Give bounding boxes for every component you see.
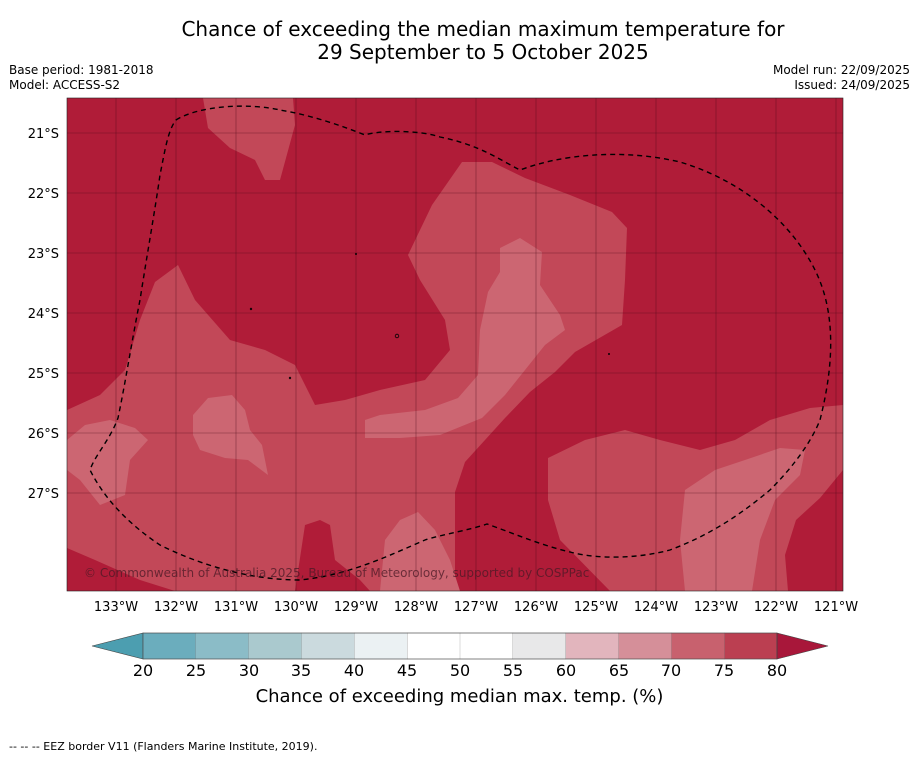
lat-label: 27°S <box>28 487 59 502</box>
colorbar-cell <box>142 632 197 660</box>
lon-label: 132°W <box>154 600 198 615</box>
meta-right: Model run: 22/09/2025 Issued: 24/09/2025 <box>773 63 910 93</box>
island-marker <box>394 333 400 339</box>
colorbar-cell <box>724 632 778 660</box>
colorbar <box>91 632 829 660</box>
eez-border <box>89 105 832 581</box>
title-line-2: 29 September to 5 October 2025 <box>317 40 649 64</box>
colorbar-tick: 70 <box>661 661 681 680</box>
band-80-patch-southwest <box>67 548 175 591</box>
colorbar-cell <box>301 632 355 660</box>
lon-label: 130°W <box>274 600 318 615</box>
colorbar-cell <box>195 632 250 660</box>
band-80-patches <box>67 520 370 591</box>
forecast-map <box>67 98 843 591</box>
colorbar-cell <box>565 632 619 660</box>
lon-label: 123°W <box>694 600 738 615</box>
colorbar-cell <box>354 632 408 660</box>
colorbar-cell <box>618 632 672 660</box>
colorbar-tick: 25 <box>186 661 206 680</box>
colorbar-label: Chance of exceeding median max. temp. (%… <box>255 686 664 707</box>
colorbar-cell <box>459 632 514 660</box>
colorbar-tick: 75 <box>714 661 734 680</box>
lat-label: 25°S <box>28 367 59 382</box>
band-75-region-top <box>203 98 295 180</box>
island-marker <box>249 307 253 311</box>
lon-label: 131°W <box>214 600 258 615</box>
island-marker <box>608 352 611 355</box>
colorbar-tick: 55 <box>503 661 523 680</box>
lat-label: 26°S <box>28 427 59 442</box>
band-75-region-main <box>67 162 627 591</box>
colorbar-tick: 60 <box>556 661 576 680</box>
meta-left: Base period: 1981-2018 Model: ACCESS-S2 <box>9 63 154 93</box>
lon-label: 122°W <box>754 600 798 615</box>
copyright-text: © Commonwealth of Australia 2025, Bureau… <box>84 566 589 580</box>
map-frame <box>66 97 844 592</box>
graticule <box>67 98 843 591</box>
colorbar-cells <box>142 632 778 660</box>
colorbar-cell <box>512 632 567 660</box>
lon-label: 125°W <box>574 600 618 615</box>
model-name: Model: ACCESS-S2 <box>9 78 121 92</box>
islands <box>249 252 611 380</box>
colorbar-tick: 30 <box>239 661 259 680</box>
eez-footnote: -- -- -- EEZ border V11 (Flanders Marine… <box>9 740 318 753</box>
colorbar-frame <box>142 632 778 660</box>
colorbar-tick: 20 <box>133 661 153 680</box>
colorbar-tick: 50 <box>450 661 470 680</box>
colorbar-tick: 80 <box>767 661 787 680</box>
lat-label: 24°S <box>28 307 59 322</box>
colorbar-cell <box>248 632 302 660</box>
colorbar-tick: 35 <box>291 661 311 680</box>
island-marker <box>354 252 357 255</box>
band-70-region-left <box>193 395 268 475</box>
band-80-patch-south <box>295 520 370 591</box>
lat-label: 23°S <box>28 247 59 262</box>
band-70-region-south <box>380 512 460 591</box>
colorbar-tick: 45 <box>397 661 417 680</box>
lon-label: 129°W <box>334 600 378 615</box>
lon-label: 126°W <box>514 600 558 615</box>
colorbar-tick: 40 <box>344 661 364 680</box>
map-title: Chance of exceeding the median maximum t… <box>0 18 919 64</box>
band-70-75 <box>67 238 805 591</box>
colorbar-tick: 65 <box>609 661 629 680</box>
lat-label: 22°S <box>28 187 59 202</box>
colorbar-under-arrow <box>91 632 144 660</box>
base-period: Base period: 1981-2018 <box>9 63 154 77</box>
lon-label: 128°W <box>394 600 438 615</box>
title-line-1: Chance of exceeding the median maximum t… <box>181 17 785 41</box>
lon-label: 121°W <box>814 600 858 615</box>
latitude-labels: 21°S 22°S 23°S 24°S 25°S 26°S 27°S <box>28 127 59 502</box>
lat-label: 21°S <box>28 127 59 142</box>
issued-date: Issued: 24/09/2025 <box>794 78 910 92</box>
lon-label: 124°W <box>634 600 678 615</box>
lon-label: 127°W <box>454 600 498 615</box>
lon-label: 133°W <box>94 600 138 615</box>
band-70-region-west-edge <box>67 420 148 505</box>
colorbar-cell <box>407 632 461 660</box>
colorbar-cell <box>671 632 725 660</box>
colorbar-ticks: 20 25 30 35 40 45 50 55 60 65 70 75 80 <box>133 661 787 680</box>
colorbar-over-arrow <box>776 632 829 660</box>
band-70-region-southeast <box>680 448 805 591</box>
longitude-labels: 133°W 132°W 131°W 130°W 129°W 128°W 127°… <box>94 600 858 615</box>
island-marker <box>288 376 292 380</box>
model-run: Model run: 22/09/2025 <box>772 63 910 77</box>
band-70-region-center <box>365 238 565 438</box>
